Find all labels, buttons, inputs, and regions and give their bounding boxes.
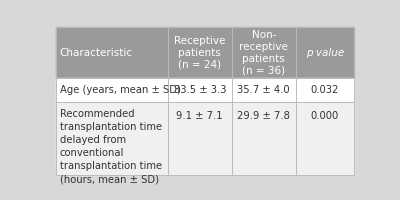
Text: Characteristic: Characteristic — [60, 48, 133, 58]
Text: 9.1 ± 7.1: 9.1 ± 7.1 — [176, 111, 223, 121]
Text: Non-
receptive
patients
(n = 36): Non- receptive patients (n = 36) — [239, 30, 288, 76]
Bar — [56, 102, 354, 175]
Text: 0.000: 0.000 — [311, 111, 339, 121]
Text: 35.7 ± 4.0: 35.7 ± 4.0 — [238, 85, 290, 95]
Bar — [56, 78, 354, 102]
Text: Receptive
patients
(n = 24): Receptive patients (n = 24) — [174, 36, 226, 70]
Text: Recommended
transplantation time
delayed from
conventional
transplantation time
: Recommended transplantation time delayed… — [60, 109, 162, 185]
Text: 33.5 ± 3.3: 33.5 ± 3.3 — [174, 85, 226, 95]
Text: 0.032: 0.032 — [310, 85, 339, 95]
Text: Age (years, mean ± SD): Age (years, mean ± SD) — [60, 85, 181, 95]
Text: 29.9 ± 7.8: 29.9 ± 7.8 — [237, 111, 290, 121]
Text: p value: p value — [306, 48, 344, 58]
Bar — [56, 27, 354, 78]
